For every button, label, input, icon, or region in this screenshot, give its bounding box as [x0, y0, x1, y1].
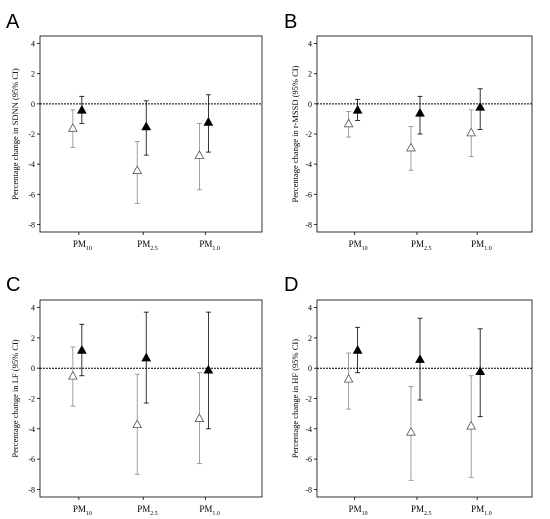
x-tick-label: PM10	[73, 239, 92, 252]
filled-triangle-point	[76, 104, 87, 114]
open-triangle-point	[466, 127, 477, 137]
filled-triangle-point	[76, 344, 87, 354]
filled-triangle-point	[352, 344, 363, 354]
x-tick-label: PM2.5	[137, 504, 158, 517]
panel-d: D -8 -6 -4 -2 0 2 4 Percentage change in HF (95%…	[284, 274, 533, 517]
open-triangle-point	[67, 370, 78, 380]
y-tick-label: -4	[28, 160, 35, 169]
y-tick-label: -4	[28, 425, 35, 434]
y-axis-label: Percentage change in LF (95% CI)	[10, 339, 20, 457]
y-tick-label: -4	[305, 425, 312, 434]
panel-letter: D	[284, 274, 298, 296]
y-axis-label: Percentage change in r-MSSD (95% CI)	[290, 65, 300, 202]
filled-triangle-point	[415, 107, 425, 117]
panel-a: A -8 -6 -4 -2 0 2 4 Percentage change in SDNN (9…	[6, 11, 263, 252]
filled-triangle-point	[352, 104, 363, 114]
open-triangle-point	[343, 118, 354, 128]
y-tick-label: -2	[28, 130, 35, 139]
panel-b: B -8 -6 -4 -2 0 2 4 Percentage change in r-MSSD …	[284, 11, 533, 252]
y-tick-label: -6	[305, 455, 312, 464]
y-tick-label: 4	[31, 304, 35, 313]
open-triangle-point	[406, 142, 416, 152]
plot-frame	[316, 299, 533, 498]
y-tick-label: -8	[28, 220, 35, 229]
x-tick-label: PM10	[349, 504, 368, 517]
y-tick-label: -2	[28, 395, 35, 404]
y-tick-label: 4	[308, 40, 312, 49]
y-tick-label: 0	[31, 364, 35, 373]
filled-triangle-point	[203, 364, 214, 374]
y-tick-label: -6	[305, 190, 312, 199]
panel-letter: C	[6, 274, 20, 296]
x-tick-label: PM10	[349, 239, 368, 252]
y-tick-label: -6	[28, 455, 35, 464]
y-tick-label: -8	[28, 485, 35, 494]
y-tick-label: 0	[308, 364, 312, 373]
plot-frame	[39, 35, 263, 233]
open-triangle-point	[194, 150, 205, 159]
open-triangle-point	[67, 122, 78, 132]
y-tick-label: 2	[31, 334, 35, 343]
filled-triangle-point	[415, 354, 425, 363]
x-tick-label: PM2.5	[411, 504, 432, 517]
y-tick-label: -8	[305, 485, 312, 494]
y-tick-label: 4	[31, 40, 35, 49]
x-tick-label: PM2.5	[137, 239, 158, 252]
y-tick-label: 2	[31, 70, 35, 79]
y-tick-label: -2	[305, 130, 312, 139]
y-tick-label: 2	[308, 70, 312, 79]
y-tick-label: -4	[305, 160, 312, 169]
x-tick-label: PM1.0	[471, 504, 492, 517]
filled-triangle-point	[141, 121, 152, 131]
y-tick-label: -8	[305, 220, 312, 229]
y-tick-label: -6	[28, 190, 35, 199]
filled-triangle-point	[203, 116, 214, 126]
x-tick-label: PM1.0	[471, 239, 492, 252]
open-triangle-point	[343, 373, 354, 383]
y-tick-label: 0	[31, 100, 35, 109]
y-tick-label: -2	[305, 395, 312, 404]
open-triangle-point	[132, 165, 143, 174]
y-axis-label: Percentage change in SDNN (95% CI)	[10, 68, 20, 200]
plot-frame	[39, 299, 263, 498]
y-tick-label: 0	[308, 100, 312, 109]
filled-triangle-point	[475, 366, 486, 375]
x-tick-label: PM1.0	[199, 239, 220, 252]
filled-triangle-point	[475, 101, 486, 111]
x-tick-label: PM1.0	[199, 504, 220, 517]
y-axis-label: Percentage change in HF (95% CI)	[290, 339, 300, 458]
filled-triangle-point	[141, 352, 152, 362]
y-tick-label: 2	[308, 334, 312, 343]
panel-letter: B	[284, 11, 297, 33]
x-tick-label: PM10	[73, 504, 92, 517]
x-tick-label: PM2.5	[411, 239, 432, 252]
open-triangle-point	[406, 426, 416, 436]
open-triangle-point	[466, 420, 477, 430]
open-triangle-point	[132, 419, 143, 429]
y-tick-label: 4	[308, 304, 312, 313]
open-triangle-point	[194, 413, 205, 422]
panel-c: C -8 -6 -4 -2 0 2 4 Percentage change in LF (95%…	[6, 274, 263, 517]
panel-letter: A	[6, 11, 20, 33]
plot-frame	[316, 35, 533, 233]
